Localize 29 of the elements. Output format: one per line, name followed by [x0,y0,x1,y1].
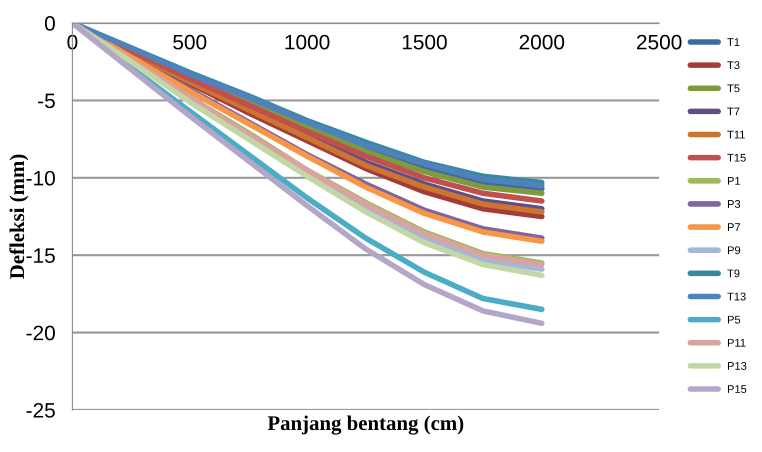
legend-label: P1 [728,177,740,185]
y-tick-label: -20 [26,326,55,340]
x-tick-label: 1500 [402,34,447,50]
legend-label: P9 [728,246,740,254]
legend-label: T3 [727,61,740,70]
legend-label: T1 [727,38,740,46]
y-tick-label: -10 [26,170,55,186]
y-tick-label: -15 [26,248,55,263]
legend-label: P15 [728,385,746,394]
legend-label: P3 [728,200,740,208]
x-tick-label: 2500 [637,34,682,50]
x-tick-label: 500 [173,34,206,50]
x-tick-label: 1000 [286,34,330,50]
x-tick-label: 0 [67,34,78,50]
x-tick-label: 2000 [520,34,564,50]
legend-label: P7 [728,223,740,231]
legend-label: T7 [727,108,740,116]
legend-label: T15 [727,154,746,162]
legend-label: T13 [727,292,746,300]
y-tick-label: 0 [44,16,55,31]
x-axis-title: Panjang bentang (cm) [268,416,464,435]
legend-label: T9 [727,269,740,278]
legend-label: P11 [728,338,746,347]
legend-label: P13 [728,362,746,370]
y-tick-label: -5 [38,94,55,108]
y-tick-label: -25 [26,402,55,418]
legend-label: T11 [727,130,745,138]
legend-label: P5 [728,316,740,324]
legend-label: T5 [727,84,740,92]
